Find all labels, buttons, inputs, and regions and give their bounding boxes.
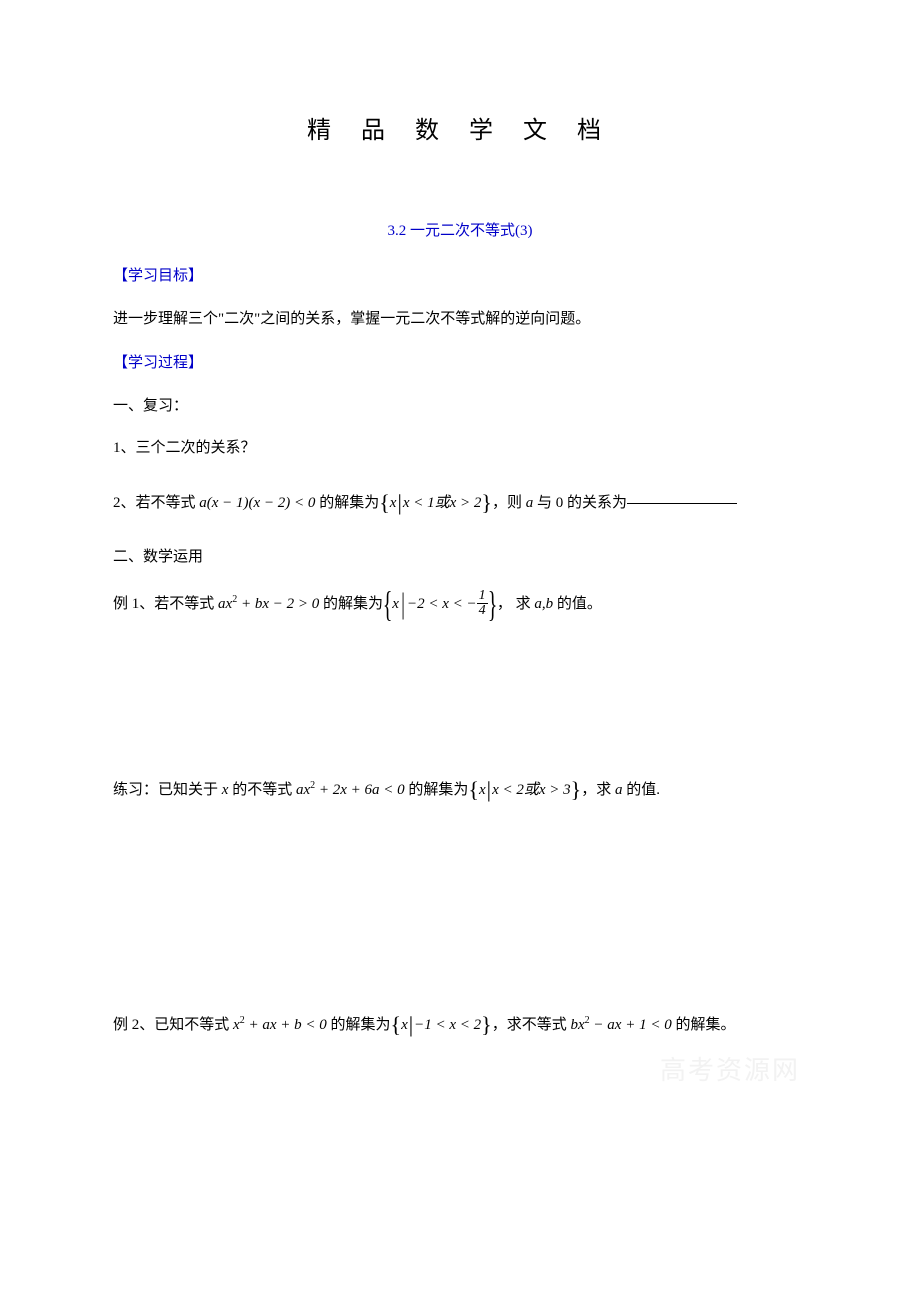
ex1-rest: − 2 > 0 [269,596,319,612]
big-bar-icon: | [401,589,405,619]
pr-prefix: 练习：已知关于 [113,782,222,798]
q2-expr: (x − 1)(x − 2) < 0 [207,494,316,510]
document-title: 精 品 数 学 文 档 [113,110,807,145]
pr-mid1: 的不等式 [232,782,296,798]
example-2: 例 2、已知不等式 x2 + ax + b < 0 的解集为{x|−1 < x … [113,999,807,1052]
ex1-plus1: + [237,596,255,612]
bar-icon: | [409,1012,413,1037]
answer-blank [627,503,737,504]
ex1-mid: 的解集为 [319,596,383,612]
ex2-plus: + [245,1017,263,1033]
ex2-tail: 的解集。 [675,1017,735,1033]
pr-set-x: x [479,782,486,798]
brace-l-icon: { [391,1012,402,1037]
brace-r-icon: } [481,490,492,515]
goal-label: 【学习目标】 [113,262,807,291]
practice: 练习：已知关于 x 的不等式 ax2 + 2x + 6a < 0 的解集为{x|… [113,764,807,817]
q2-var-a: a [199,494,207,510]
brace-r-icon: } [481,1012,492,1037]
q2-set-x: x [390,494,397,510]
fraction: 14 [477,589,488,618]
pr-var: a [611,782,626,798]
ex1-prefix: 例 1、若不等式 [113,596,218,612]
q2-after: ，则 [492,494,522,510]
ex2-x2: x [233,1017,240,1033]
brace-l-icon: { [379,490,390,515]
process-label: 【学习过程】 [113,349,807,378]
ex2-mid1: 的解集为 [327,1017,391,1033]
ex2b-minus: − [590,1017,608,1033]
ex1-vars: a,b [531,596,557,612]
q2-var: a [522,494,537,510]
ex2-plus2: + [276,1017,294,1033]
pr-plus2x: + 2x + 6 [315,782,372,798]
q2-prefix: 2、若不等式 [113,494,199,510]
example-1: 例 1、若不等式 ax2 + bx − 2 > 0 的解集为{x|−2 < x … [113,586,807,623]
q2: 2、若不等式 a(x − 1)(x − 2) < 0 的解集为{x|x < 1或… [113,477,807,530]
big-brace-l-icon: { [383,586,393,622]
ex1-a: a [218,596,226,612]
pr-a2: a [372,782,380,798]
ex1-tail: 的值。 [557,596,602,612]
part2-label: 二、数学运用 [113,543,807,572]
ex2b-a: a [607,1017,615,1033]
ex2-a: a [262,1017,270,1033]
watermark: 高考资源网 [660,1050,800,1087]
q2-tail: 与 0 的关系为 [537,494,627,510]
ex1-after: ， 求 [497,596,531,612]
pr-mid2: 的解集为 [405,782,469,798]
frac-num: 1 [477,589,488,603]
brace-l-icon: { [468,777,479,802]
frac-den: 4 [477,603,488,618]
section-title: 3.2 一元二次不等式(3) [113,219,807,240]
bar-icon: | [397,490,401,515]
ex1-set-x: x [392,596,399,612]
ex2b-rest: + 1 < 0 [621,1017,675,1033]
pr-cond: x < 2或x > 3 [492,782,571,798]
goal-text: 进一步理解三个"二次"之间的关系，掌握一元二次不等式解的逆向问题。 [113,305,807,334]
big-brace-r-icon: } [488,586,498,622]
q2-mid: 的解集为 [315,494,379,510]
part1-label: 一、复习： [113,392,807,421]
ex1-x: x [262,596,269,612]
pr-tail: 的值. [626,782,660,798]
ex2b-b: b [567,1017,578,1033]
q1: 1、三个二次的关系？ [113,434,807,463]
ex2-b: b [294,1017,302,1033]
ex1-cond-left: −2 < x < − [407,596,477,612]
pr-after: ，求 [581,782,611,798]
ex2-prefix: 例 2、已知不等式 [113,1017,233,1033]
brace-r-icon: } [571,777,582,802]
ex2-mid2: ，求不等式 [492,1017,567,1033]
q2-cond: x < 1或x > 2 [403,494,482,510]
ex2-set-x: x [401,1017,408,1033]
ex2b-x2: x [578,1017,585,1033]
ex2-lt0: < 0 [302,1017,327,1033]
pr-x: x [222,782,232,798]
pr-lt0: < 0 [380,782,405,798]
ex2-cond: −1 < x < 2 [414,1017,481,1033]
bar-icon: | [487,777,491,802]
